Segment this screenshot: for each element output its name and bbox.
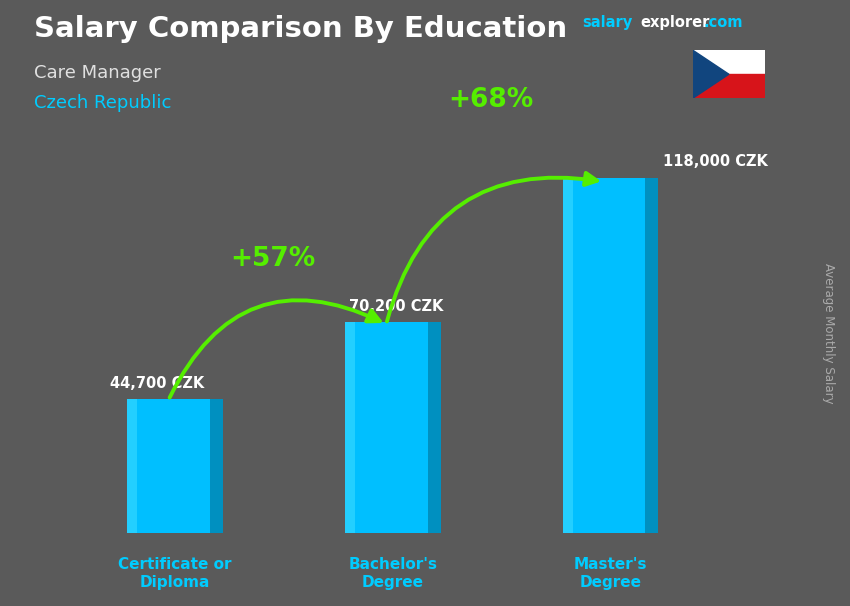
Text: Czech Republic: Czech Republic: [34, 94, 172, 112]
Bar: [563, 178, 573, 533]
Text: .com: .com: [704, 15, 743, 30]
Text: Salary Comparison By Education: Salary Comparison By Education: [34, 15, 567, 43]
Text: Care Manager: Care Manager: [34, 64, 161, 82]
Polygon shape: [693, 50, 728, 98]
Bar: [345, 322, 428, 533]
Text: salary: salary: [582, 15, 632, 30]
Polygon shape: [645, 178, 659, 533]
Bar: [127, 399, 137, 533]
Text: +57%: +57%: [230, 245, 315, 271]
Text: Certificate or
Diploma: Certificate or Diploma: [118, 558, 232, 590]
Text: 44,700 CZK: 44,700 CZK: [110, 376, 204, 391]
Text: 70,200 CZK: 70,200 CZK: [349, 299, 444, 313]
Bar: [693, 75, 765, 98]
Text: Master's
Degree: Master's Degree: [574, 558, 648, 590]
Polygon shape: [210, 399, 223, 533]
Bar: [345, 322, 354, 533]
Text: Average Monthly Salary: Average Monthly Salary: [822, 263, 836, 404]
Bar: [693, 50, 765, 75]
Polygon shape: [428, 322, 440, 533]
Text: explorer: explorer: [640, 15, 710, 30]
Text: 118,000 CZK: 118,000 CZK: [663, 155, 768, 169]
Text: Bachelor's
Degree: Bachelor's Degree: [348, 558, 437, 590]
Text: +68%: +68%: [448, 87, 534, 113]
Bar: [563, 178, 645, 533]
Bar: [127, 399, 210, 533]
